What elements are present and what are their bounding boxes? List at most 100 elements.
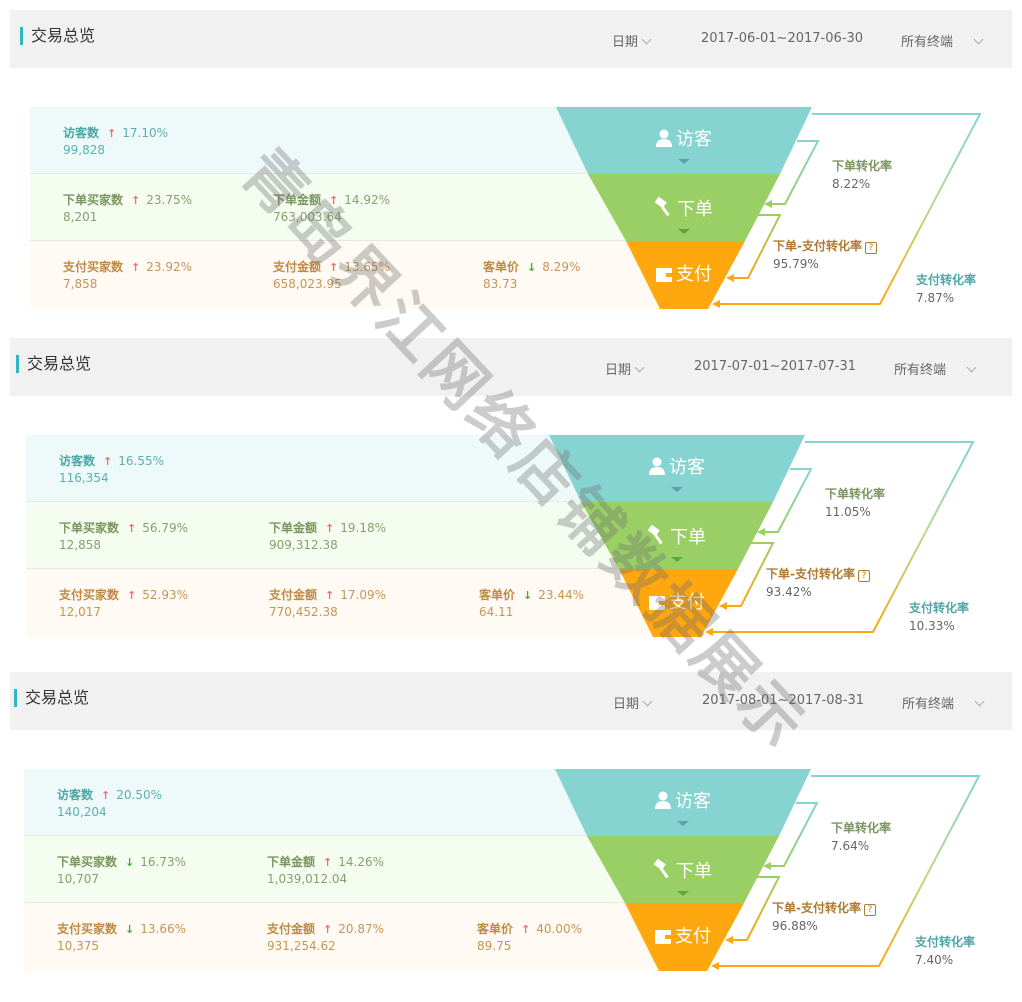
metric-change: 19.18% [340, 521, 386, 535]
arrow-up-icon: ↑ [325, 522, 335, 535]
stage-label: 下单 [677, 199, 713, 220]
metric-label: 下单买家数 [63, 193, 124, 207]
metric-label: 支付金额 [267, 922, 316, 936]
arrow-down-icon: ↓ [527, 261, 537, 274]
metric-unit-price: 客单价 ↑ 40.00% 89.75 [477, 921, 582, 955]
order-conversion-rate: 下单转化率 11.05% [825, 485, 885, 521]
down-triangle-icon [671, 487, 683, 492]
metric-change: 14.26% [338, 855, 384, 869]
arrow-left-icon [711, 962, 719, 970]
terminal-label: 所有终端 [901, 35, 954, 50]
chevron-down-icon [642, 696, 653, 707]
metric-change: 14.92% [344, 193, 390, 207]
funnel-visitor-layer [555, 769, 811, 836]
funnel-stage-order: 下单 [634, 197, 734, 221]
funnel-graphic [555, 769, 981, 971]
order-pay-rate-connector [729, 876, 781, 941]
stage-label: 支付 [676, 264, 712, 285]
metric-label: 支付买家数 [57, 922, 118, 936]
arrow-up-icon: ↑ [127, 522, 137, 535]
metric-pay-buyers: 支付买家数 ↑ 52.93% 12,017 [59, 587, 188, 621]
stage-label: 支付 [669, 592, 705, 613]
terminal-dropdown[interactable]: 所有终端 [902, 693, 985, 712]
pay-row: 支付买家数 ↑ 23.92% 7,858 支付金额 ↑ 13.65% 658,023.95 … [30, 241, 690, 309]
trade-overview-panel: 交易总览 日期 2017-07-01~2017-07-31 所有终端 访客数 ↑ 1… [0, 338, 1022, 658]
metric-pay-amount: 支付金额 ↑ 17.09% 770,452.38 [269, 587, 386, 621]
metric-label: 支付买家数 [59, 588, 120, 602]
stage-label: 访客 [676, 129, 712, 150]
metric-change: 16.55% [118, 454, 164, 468]
metric-value: 10,375 [57, 939, 99, 953]
funnel-stage-visitor: 访客 [627, 457, 727, 479]
arrow-left-icon [763, 862, 771, 870]
funnel-visitor-layer [556, 107, 812, 174]
question-icon[interactable]: ? [863, 904, 876, 916]
metric-value: 89.75 [477, 939, 512, 953]
metric-change: 16.73% [140, 855, 186, 869]
rate-label: 下单转化率 [831, 821, 892, 835]
stage-label: 下单 [670, 527, 706, 548]
date-label: 日期 [605, 363, 632, 378]
terminal-dropdown[interactable]: 所有终端 [901, 31, 984, 50]
metric-unit-price: 客单价 ↓ 23.44% 64.11 [479, 587, 584, 621]
metric-value: 909,312.38 [269, 538, 338, 552]
pay-row: 支付买家数 ↑ 52.93% 12,017 支付金额 ↑ 17.09% 770,452.38… [26, 569, 686, 637]
metric-value: 64.11 [479, 605, 514, 619]
stage-label: 支付 [675, 926, 711, 947]
order-conversion-rate: 下单转化率 8.22% [832, 157, 892, 193]
terminal-label: 所有终端 [902, 697, 955, 712]
arrow-up-icon: ↑ [101, 789, 111, 802]
hammer-icon [648, 525, 663, 545]
metric-change: 20.50% [116, 788, 162, 802]
date-range-picker[interactable]: 2017-07-01~2017-07-31 [694, 359, 856, 374]
rate-value: 95.79% [773, 257, 819, 271]
funnel-order-layer [587, 836, 779, 903]
metric-order-buyers: 下单买家数 ↑ 56.79% 12,858 [59, 520, 188, 554]
funnel-stage-visitor: 访客 [633, 791, 733, 813]
stage-label: 下单 [676, 861, 712, 882]
order-row: 下单买家数 ↑ 23.75% 8,201 下单金额 ↑ 14.92% 763,003.64 [30, 174, 690, 241]
user-icon [649, 457, 665, 475]
funnel-stage-pay: 支付 [627, 592, 727, 614]
chevron-down-icon [634, 362, 645, 373]
metric-value: 12,858 [59, 538, 101, 552]
rate-value: 10.33% [909, 619, 955, 633]
terminal-dropdown[interactable]: 所有终端 [894, 359, 977, 378]
metric-value: 931,254.62 [267, 939, 336, 953]
metric-visitors: 访客数 ↑ 16.55% 116,354 [59, 453, 164, 487]
metric-value: 83.73 [483, 277, 518, 291]
metric-pay-buyers: 支付买家数 ↑ 23.92% 7,858 [63, 259, 192, 293]
funnel-stage-pay: 支付 [634, 264, 734, 286]
date-type-dropdown[interactable]: 日期 [613, 693, 653, 712]
metric-change: 52.93% [142, 588, 188, 602]
pay-conversion-rate: 支付转化率 10.33% [909, 599, 969, 635]
rate-value: 96.88% [772, 919, 818, 933]
date-type-dropdown[interactable]: 日期 [605, 359, 645, 378]
metric-value: 658,023.95 [273, 277, 342, 291]
date-type-dropdown[interactable]: 日期 [612, 31, 652, 50]
metric-value: 1,039,012.04 [267, 872, 348, 886]
arrow-up-icon: ↑ [107, 127, 117, 140]
metric-label: 下单金额 [273, 193, 322, 207]
arrow-left-icon [719, 602, 727, 610]
metric-label: 支付金额 [273, 260, 322, 274]
down-triangle-icon [671, 557, 683, 562]
metric-label: 支付买家数 [63, 260, 124, 274]
question-icon[interactable]: ? [864, 242, 877, 254]
rate-label: 支付转化率 [915, 935, 976, 949]
order-rate-connector [768, 140, 820, 205]
trade-overview-panel: 交易总览 日期 2017-08-01~2017-08-31 所有终端 访客数 ↑ 2… [0, 672, 1022, 992]
funnel-order-layer [581, 502, 773, 569]
metric-order-amount: 下单金额 ↑ 19.18% 909,312.38 [269, 520, 386, 554]
order-pay-conversion-rate: 下单-支付转化率? 95.79% [773, 237, 877, 273]
date-range-picker[interactable]: 2017-08-01~2017-08-31 [702, 693, 864, 708]
question-icon[interactable]: ? [857, 570, 870, 582]
date-range-picker[interactable]: 2017-06-01~2017-06-30 [701, 31, 863, 46]
metric-label: 访客数 [59, 454, 96, 468]
arrow-up-icon: ↑ [329, 194, 339, 207]
panel-title: 交易总览 [16, 355, 91, 373]
metric-label: 客单价 [479, 588, 516, 602]
arrow-left-icon [725, 936, 733, 944]
metric-label: 下单买家数 [57, 855, 118, 869]
pay-conversion-rate: 支付转化率 7.87% [916, 271, 976, 307]
